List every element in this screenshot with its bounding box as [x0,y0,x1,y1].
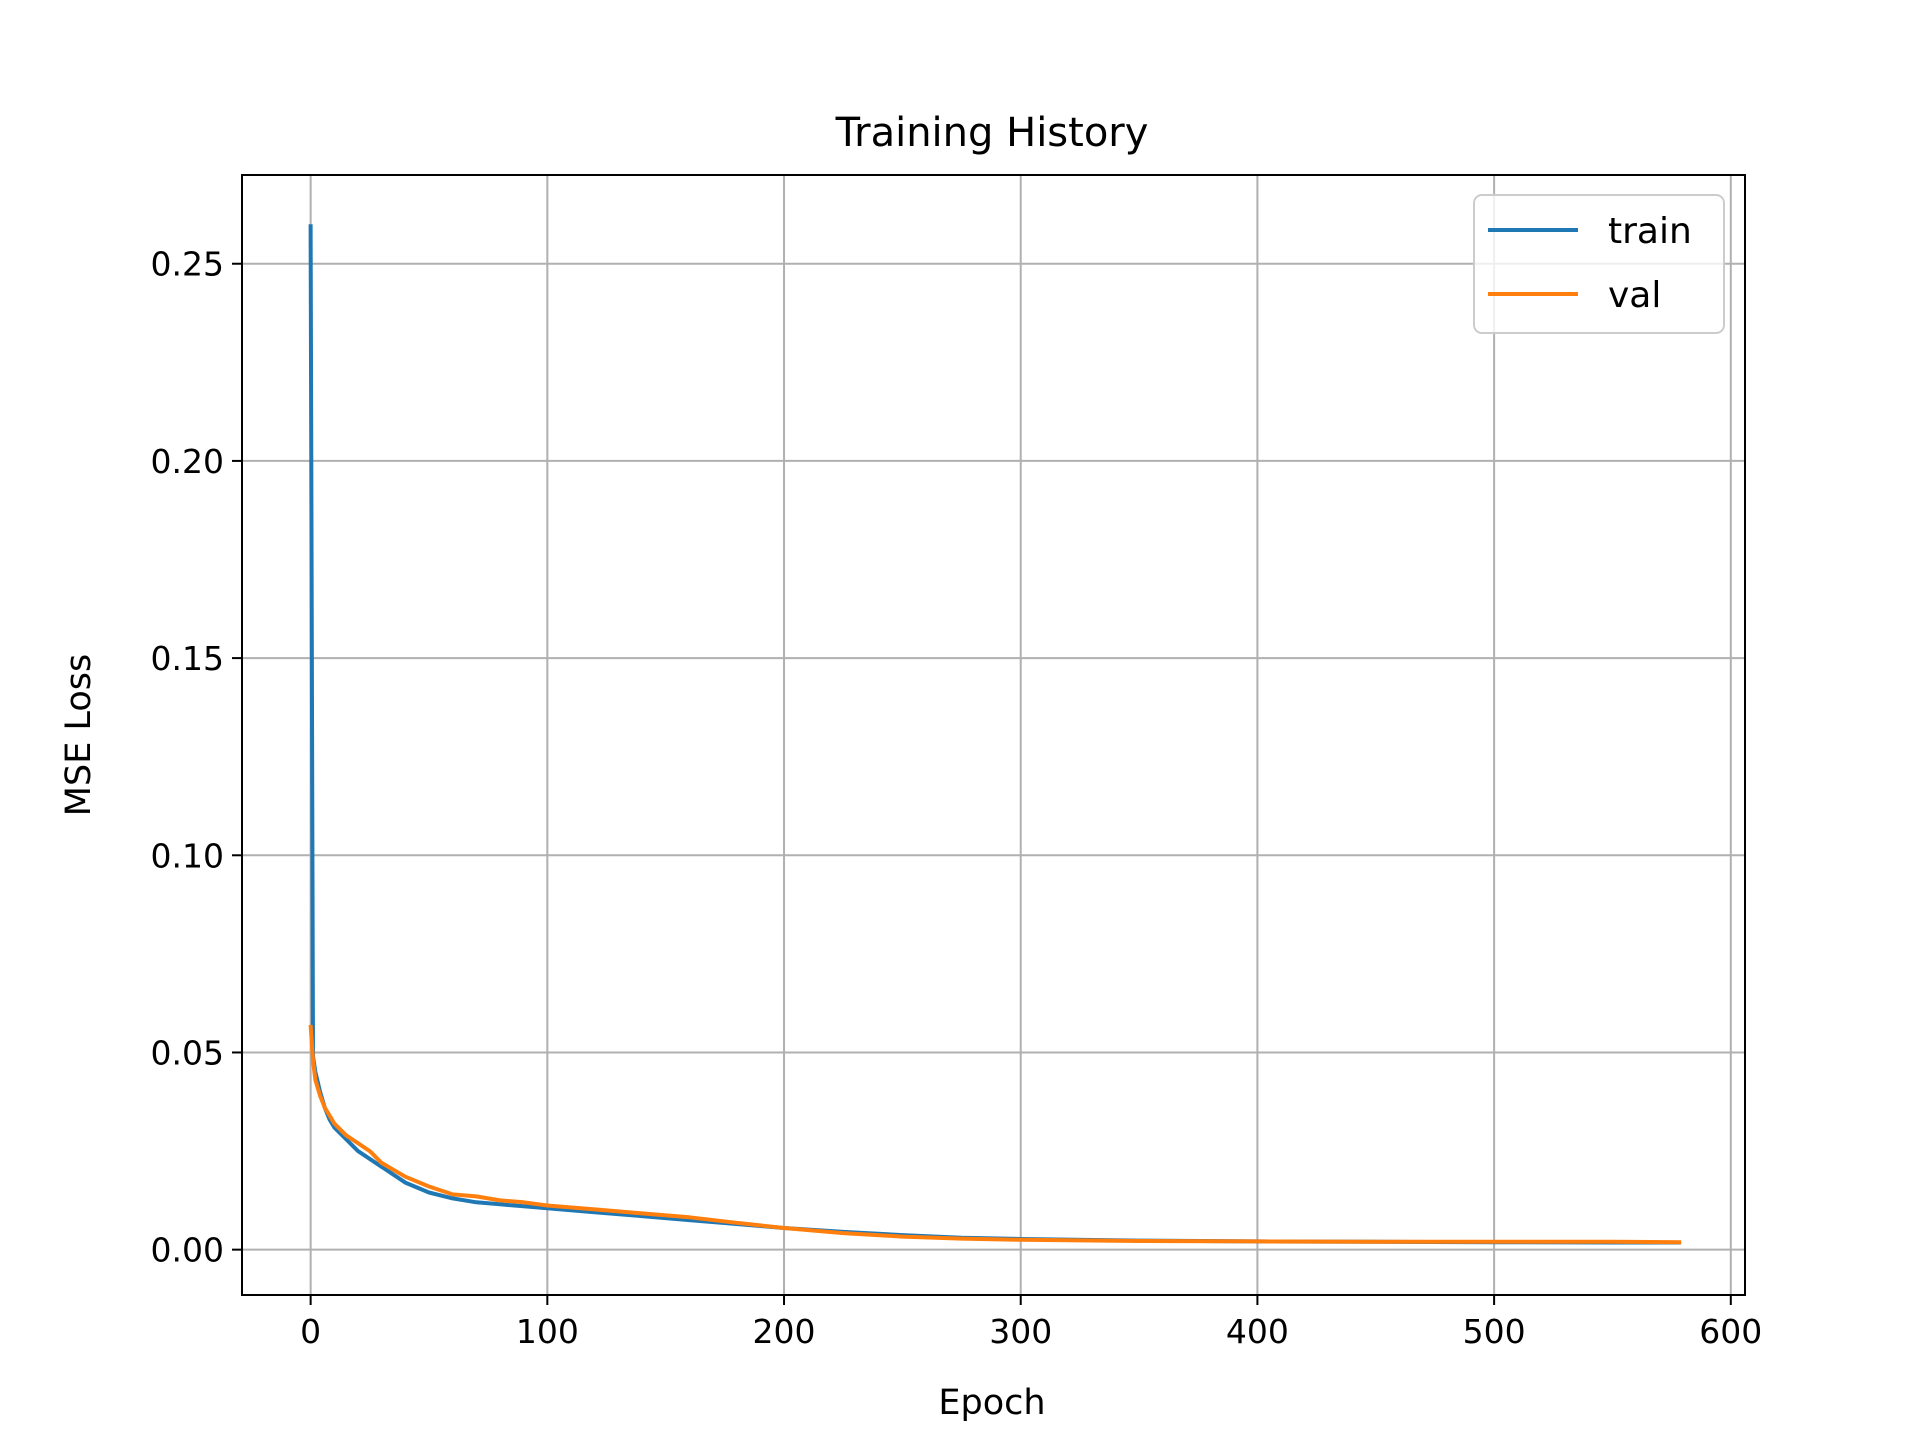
x-tick-label: 0 [300,1312,321,1351]
x-tick-label: 500 [1463,1312,1526,1351]
x-tick-label: 300 [989,1312,1052,1351]
x-tick-label: 200 [753,1312,816,1351]
axes-frame [241,174,1746,1296]
grid [242,175,1745,1295]
x-axis-ticks: 0 100 200 300 400 500 600 [300,1295,1762,1351]
y-axis-ticks: 0.00 0.05 0.10 0.15 0.20 0.25 [151,245,242,1270]
y-axis-label: MSE Loss [59,654,99,816]
chart-title: Training History [835,110,1149,156]
legend: train val [1473,194,1725,334]
series-line-val [308,1024,1682,1245]
y-tick-label: 0.05 [151,1033,224,1072]
y-tick-label: 0.00 [151,1231,224,1270]
y-tick-label: 0.15 [151,639,224,678]
y-tick-label: 0.10 [151,836,224,875]
legend-label-val: val [1608,275,1661,316]
x-tick-label: 400 [1226,1312,1289,1351]
y-tick-label: 0.20 [151,442,224,481]
series-lines [308,224,1682,1245]
y-tick-label: 0.25 [151,245,224,284]
x-tick-label: 100 [516,1312,579,1351]
x-tick-label: 600 [1699,1312,1762,1351]
legend-label-train: train [1608,211,1692,252]
x-axis-label: Epoch [938,1383,1045,1423]
